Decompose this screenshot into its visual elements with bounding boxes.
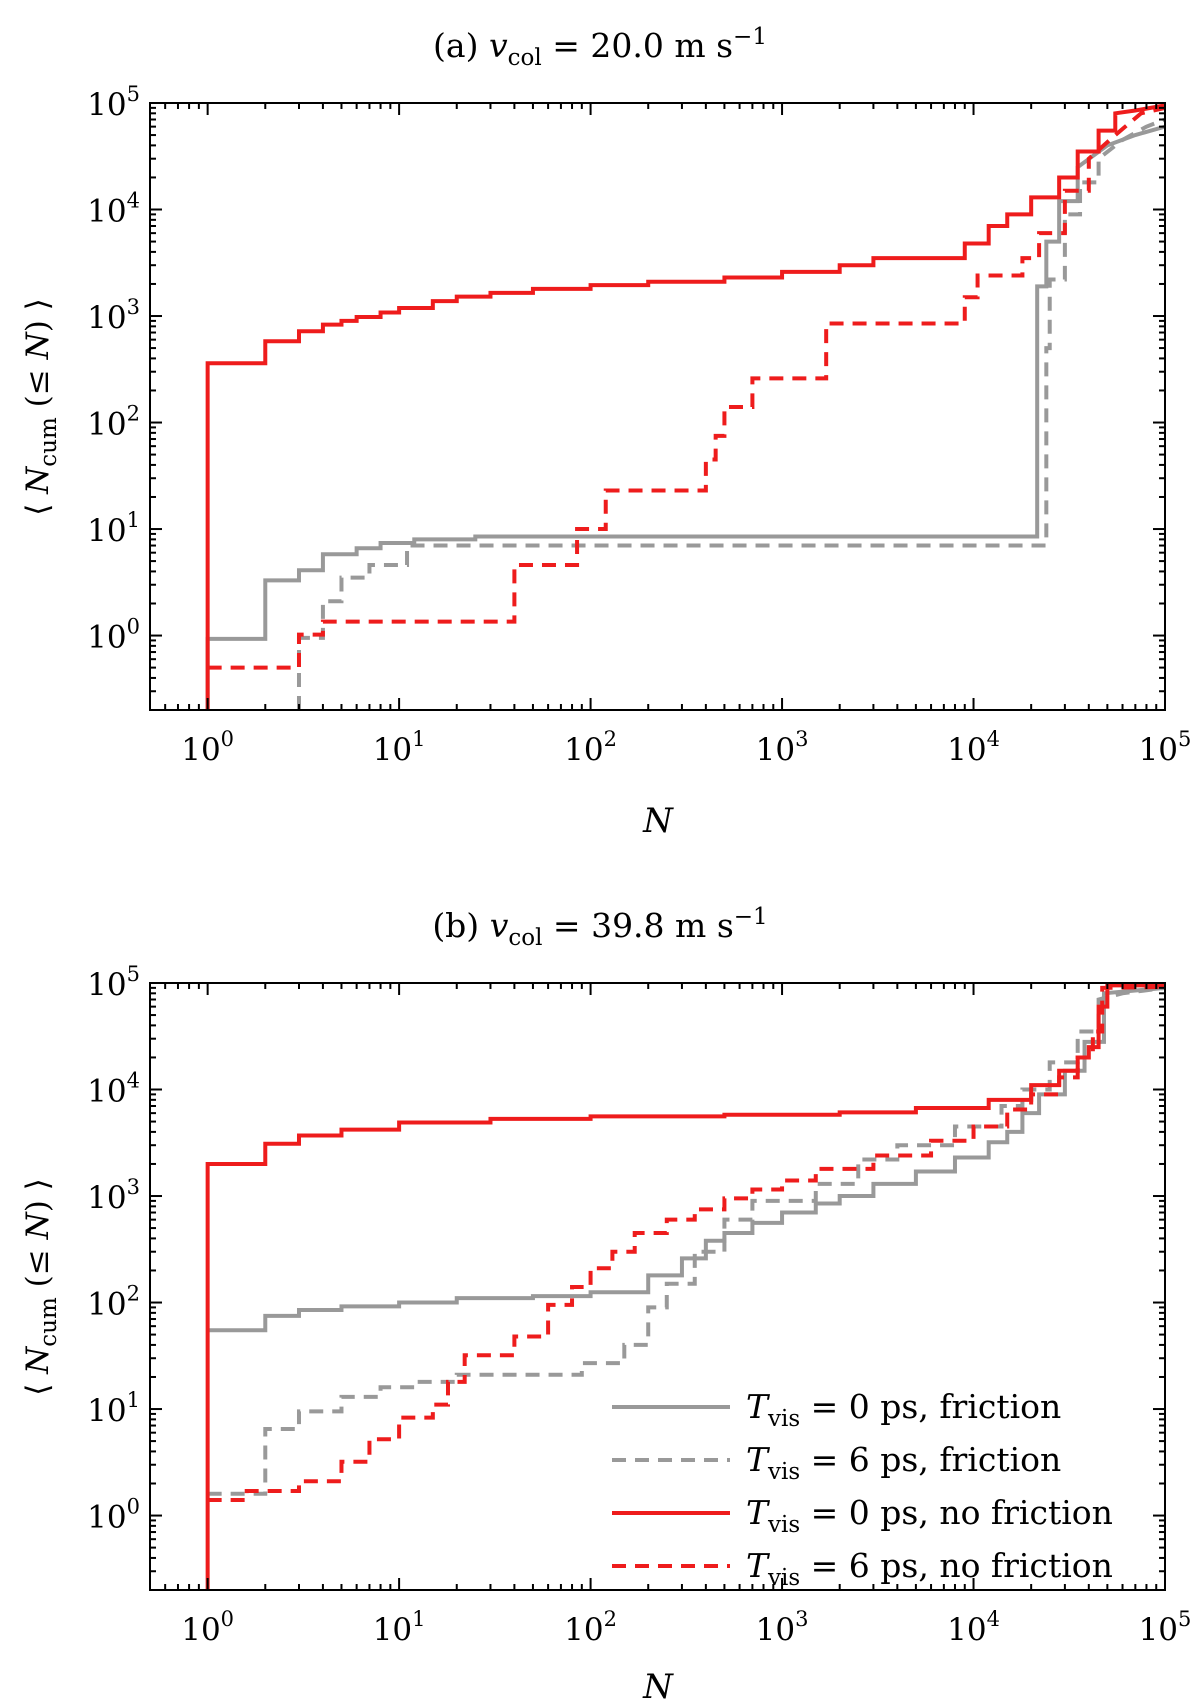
- panel-a-ticks-layer: 100 101 102 103 104 105 100 101 102 103 104 105: [87, 82, 1191, 768]
- x-tick-label: 101: [373, 727, 426, 768]
- y-tick-label: 102: [87, 1282, 140, 1323]
- y-tick-label: 101: [87, 508, 140, 549]
- panel-b: (b) vcol = 39.8 m s−1 100 101 102 103 104 105…: [20, 904, 1191, 1707]
- series-line-1: [207, 985, 1166, 1333]
- x-tick-label: 103: [756, 727, 809, 768]
- panel-a-plot-frame: [149, 102, 1166, 711]
- panel-b-y-axis-label: ⟨ Ncum (≤ N) ⟩: [20, 1178, 62, 1396]
- series-line-1: [205, 124, 1166, 710]
- y-tick-label: 103: [87, 295, 140, 336]
- series-line-4: [207, 105, 1166, 670]
- panel-a-series-layer: [205, 103, 1166, 710]
- legend-label-1: Tvis = 6 ps, friction: [746, 1440, 1061, 1485]
- series-line-3: [205, 103, 1166, 710]
- x-tick-label: 105: [1139, 727, 1192, 768]
- x-tick-label: 101: [373, 1607, 426, 1648]
- x-tick-label: 105: [1139, 1607, 1192, 1648]
- panel-b-x-axis-label: N: [642, 1667, 674, 1707]
- y-tick-label: 102: [87, 402, 140, 443]
- y-tick-label: 105: [87, 962, 140, 1003]
- x-tick-label: 102: [564, 727, 617, 768]
- panel-b-plot-frame: [149, 982, 1166, 1591]
- panel-b-series-layer: [205, 983, 1166, 1590]
- series-line-3: [205, 983, 1165, 1590]
- panel-a-x-axis-label: N: [642, 801, 674, 841]
- y-tick-label: 104: [87, 189, 140, 230]
- panel-a-y-axis-label: ⟨ Ncum (≤ N) ⟩: [20, 298, 62, 516]
- y-tick-label: 105: [87, 82, 140, 123]
- x-tick-label: 100: [181, 727, 234, 768]
- panel-a-title: (a) vcol = 20.0 m s−1: [433, 24, 767, 71]
- panel-a: (a) vcol = 20.0 m s−1 100 101 102 103 104 105…: [20, 24, 1191, 841]
- series-line-2: [296, 117, 1166, 710]
- panel-b-title: (b) vcol = 39.8 m s−1: [432, 904, 767, 951]
- y-tick-label: 103: [87, 1175, 140, 1216]
- x-tick-label: 102: [564, 1607, 617, 1648]
- legend-label-3: Tvis = 6 ps, no friction: [746, 1546, 1113, 1591]
- legend: Tvis = 0 ps, friction Tvis = 6 ps, frict…: [612, 1387, 1113, 1591]
- legend-label-0: Tvis = 0 ps, friction: [746, 1387, 1061, 1432]
- y-tick-label: 104: [87, 1069, 140, 1110]
- y-tick-label: 101: [87, 1388, 140, 1429]
- x-tick-label: 104: [947, 727, 1000, 768]
- x-tick-label: 103: [756, 1607, 809, 1648]
- x-tick-label: 100: [181, 1607, 234, 1648]
- y-tick-label: 100: [87, 615, 140, 656]
- legend-label-2: Tvis = 0 ps, no friction: [746, 1493, 1113, 1538]
- x-tick-label: 104: [947, 1607, 1000, 1648]
- y-tick-label: 100: [87, 1495, 140, 1536]
